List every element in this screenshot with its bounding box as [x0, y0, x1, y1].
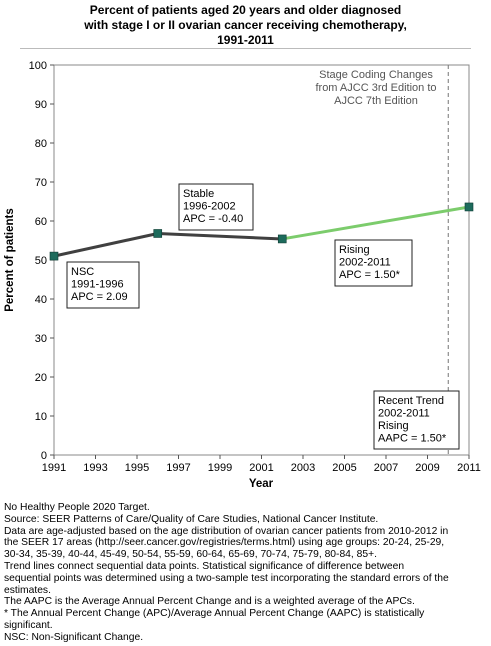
y-tick-label: 10 [35, 411, 47, 423]
series-segment-2002-2011 [280, 205, 471, 241]
annotation-box [334, 239, 413, 287]
x-tick-label: 1991 [42, 462, 66, 474]
annotation-recent: Recent Trend 2002-2011 Rising AAPC = 1.50* [373, 390, 460, 450]
footnote-line: significant. [4, 619, 53, 631]
annotation-text: Rising 2002-2011 APC = 1.50* [339, 244, 401, 281]
footnote-line: sequential points was determined using a… [4, 572, 449, 584]
y-tick-label: 80 [35, 138, 47, 150]
footnote-line: * The Annual Percent Change (APC)/Averag… [4, 608, 425, 620]
footnote-line: estimates. [4, 584, 51, 596]
annotation-box [66, 261, 140, 309]
x-tick-label: 2011 [457, 462, 481, 474]
chart-title: Percent of patients aged 20 years and ol… [20, 3, 471, 48]
chart-title-line-1: Percent of patients aged 20 years and ol… [89, 3, 402, 17]
annotation-rising: Rising 2002-2011 APC = 1.50* [334, 239, 413, 287]
y-axis: 0 10 20 30 40 50 60 70 80 90 100 [29, 60, 54, 462]
footnote-line: NSC: Non-Significant Change. [4, 631, 144, 643]
annotation-text: Recent Trend 2002-2011 Rising AAPC = 1.50* [378, 395, 447, 445]
y-tick-label: 90 [35, 99, 47, 111]
series-segment-1991-1996 [52, 231, 160, 258]
annotations: NSC 1991-1996 APC = 2.09 Stable 1996-2002 APC… [66, 183, 460, 450]
data-markers [49, 202, 474, 261]
x-tick-label: 2005 [332, 462, 356, 474]
footnote-line: The AAPC is the Average Annual Percent C… [4, 596, 415, 608]
title-divider [20, 48, 471, 49]
annotation-box [373, 390, 460, 450]
x-tick-label: 1997 [166, 462, 190, 474]
x-tick-label: 1993 [83, 462, 107, 474]
data-point-1991 [49, 251, 59, 261]
footnotes: No Healthy People 2020 Target. Source: S… [4, 502, 489, 644]
annotation-text: Stable 1996-2002 APC = -0.40 [183, 188, 243, 225]
y-tick-label: 30 [35, 333, 47, 345]
y-tick-label: 0 [41, 450, 47, 462]
x-tick-label: 2003 [291, 462, 315, 474]
footnote-line: Source: SEER Patterns of Care/Quality of… [4, 513, 379, 525]
annotation-nsc: NSC 1991-1996 APC = 2.09 [66, 261, 140, 309]
annotation-text: NSC 1991-1996 APC = 2.09 [71, 266, 128, 303]
y-tick-label: 40 [35, 294, 47, 306]
x-tick-label: 2001 [249, 462, 273, 474]
x-tick-label: 1999 [208, 462, 232, 474]
x-tick-label: 2009 [415, 462, 439, 474]
x-axis: 1991 1993 1995 1997 1999 2001 2003 2005 2007 2009… [42, 455, 481, 474]
footnote-line: Trend lines connect sequential data poin… [4, 560, 405, 572]
reference-line-label: Stage Coding Changes from AJCC 3rd Editio… [315, 69, 436, 107]
y-tick-label: 50 [35, 255, 47, 267]
footnote-line: No Healthy People 2020 Target. [4, 502, 150, 513]
footnote-line: Data are age-adjusted based on the age d… [4, 525, 449, 537]
annotation-stable: Stable 1996-2002 APC = -0.40 [178, 183, 254, 231]
series-segment-1996-2002 [156, 231, 284, 241]
chart-title-line-2: with stage I or II ovarian cancer receiv… [84, 18, 407, 32]
x-axis-label: Year [249, 478, 274, 490]
footnote-line: 30-34, 35-39, 40-44, 45-49, 50-54, 55-59… [4, 549, 377, 561]
x-tick-label: 2007 [374, 462, 398, 474]
x-tick-label: 1995 [125, 462, 149, 474]
data-point-2011 [464, 202, 474, 212]
data-point-1996 [153, 229, 163, 238]
y-axis-label: Percent of patients [4, 208, 16, 312]
y-tick-label: 60 [35, 216, 47, 228]
data-point-2002 [277, 234, 287, 244]
series-lines [52, 205, 471, 258]
chart-title-line-3: 1991-2011 [217, 33, 274, 47]
y-tick-label: 20 [35, 372, 47, 384]
y-tick-label: 100 [29, 60, 47, 72]
annotation-box [178, 183, 254, 231]
reference-line-group: Stage Coding Changes from AJCC 3rd Editio… [315, 65, 449, 455]
footnote-line: the SEER 17 areas (http://seer.cancer.go… [4, 537, 445, 549]
y-tick-label: 70 [35, 177, 47, 189]
